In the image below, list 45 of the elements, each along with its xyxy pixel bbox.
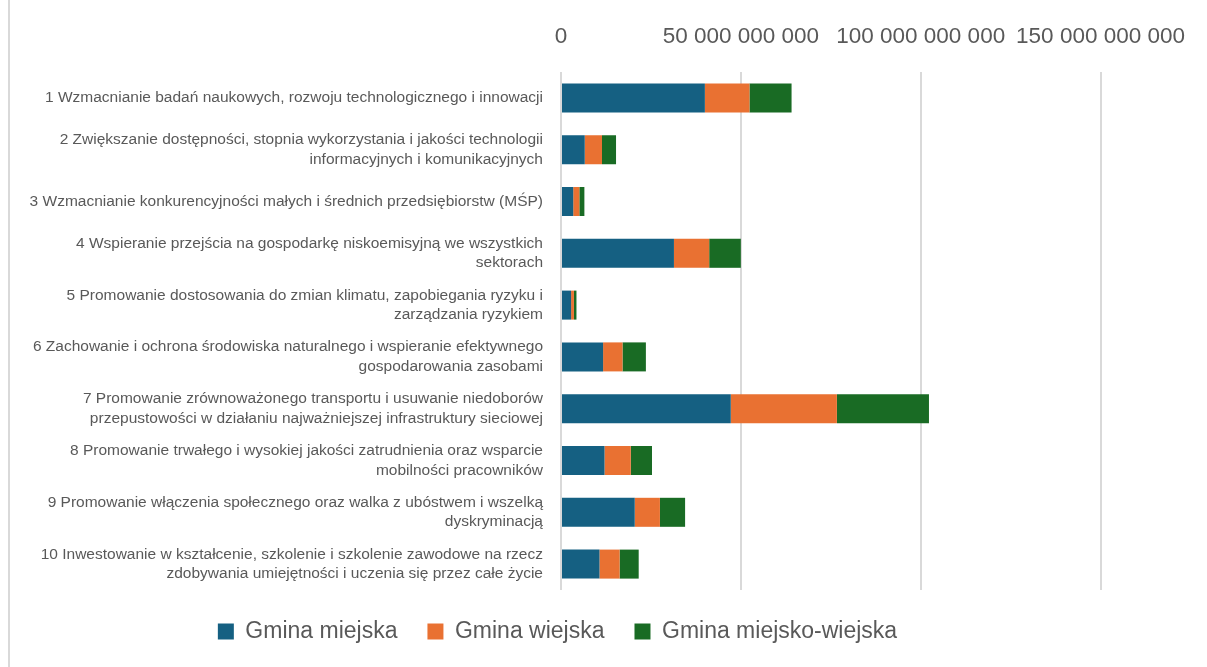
bar bbox=[704, 83, 750, 113]
bar bbox=[622, 342, 646, 372]
bar bbox=[604, 446, 631, 475]
y-tick-label: 2 Zwiększanie dostępności, stopnia wykorzystania i jakości technologii informacyjnych i komunikacyjnych bbox=[59, 130, 543, 167]
bar bbox=[562, 497, 635, 527]
bar bbox=[836, 394, 929, 424]
legend-label: Gmina miejska bbox=[245, 616, 398, 643]
x-tick-label: 50 000 000 000 bbox=[662, 22, 820, 48]
bar bbox=[562, 83, 705, 113]
bar bbox=[579, 187, 585, 216]
bar bbox=[562, 135, 585, 165]
x-tick-label: 150 000 000 000 bbox=[1016, 22, 1185, 48]
y-tick-label: 8 Promowanie trwałego i wysokiej jakości zatrudnienia oraz wsparcie mobilności pracowników bbox=[70, 440, 544, 478]
bar bbox=[562, 549, 600, 579]
bar bbox=[562, 394, 731, 424]
bar bbox=[634, 497, 660, 527]
legend-label: Gmina wiejska bbox=[454, 616, 605, 643]
y-tick-label: 9 Promowanie włączenia społecznego oraz walka z ubóstwem i wszelką dyskryminacją bbox=[47, 492, 544, 530]
bar bbox=[730, 394, 837, 424]
bar bbox=[562, 238, 674, 268]
x-tick-label: 0 bbox=[554, 22, 568, 48]
x-tick-label: 100 000 000 000 bbox=[836, 22, 1006, 48]
legend-label: Gmina miejsko-wiejska bbox=[661, 616, 898, 643]
bar bbox=[562, 187, 574, 216]
y-tick-label: 7 Promowanie zrównoważonego transportu i usuwanie niedoborów przepustowości w działaniu najważniejszej infrastruktury sieciowej bbox=[82, 389, 544, 426]
y-tick-label: 3 Wzmacnianie konkurencyjności małych i średnich przedsiębiorstw (MŚP) bbox=[29, 191, 543, 209]
bar bbox=[603, 342, 623, 372]
y-tick-label: 6 Zachowanie i ochrona środowiska naturalnego i wspieranie efektywnego gospodarowania zasobami bbox=[32, 337, 543, 375]
y-tick-label: 10 Inwestowanie w kształcenie, szkolenie i szkolenie zawodowe na rzecz zdobywania umiejętności i uczenia się przez całe życie bbox=[40, 544, 543, 582]
y-tick-label: 1 Wzmacnianie badań naukowych, rozwoju technologicznego i innowacji bbox=[44, 88, 543, 106]
bar bbox=[602, 135, 617, 165]
bar bbox=[573, 187, 580, 216]
bar bbox=[630, 446, 652, 475]
bar bbox=[562, 342, 604, 372]
bar bbox=[659, 497, 686, 527]
bar bbox=[599, 549, 620, 579]
bar bbox=[749, 83, 792, 113]
bar bbox=[584, 135, 603, 165]
y-tick-label: 4 Wspieranie przejścia na gospodarkę niskoemisyjną we wszystkich sektorach bbox=[76, 233, 543, 271]
bar bbox=[673, 238, 710, 268]
bar bbox=[709, 238, 741, 268]
y-tick-label: 5 Promowanie dostosowania do zmian klimatu, zapobiegania ryzyku i zarządzania ryzykiem bbox=[66, 285, 543, 323]
bar bbox=[562, 290, 572, 320]
bar bbox=[619, 549, 639, 579]
bar bbox=[562, 446, 605, 475]
